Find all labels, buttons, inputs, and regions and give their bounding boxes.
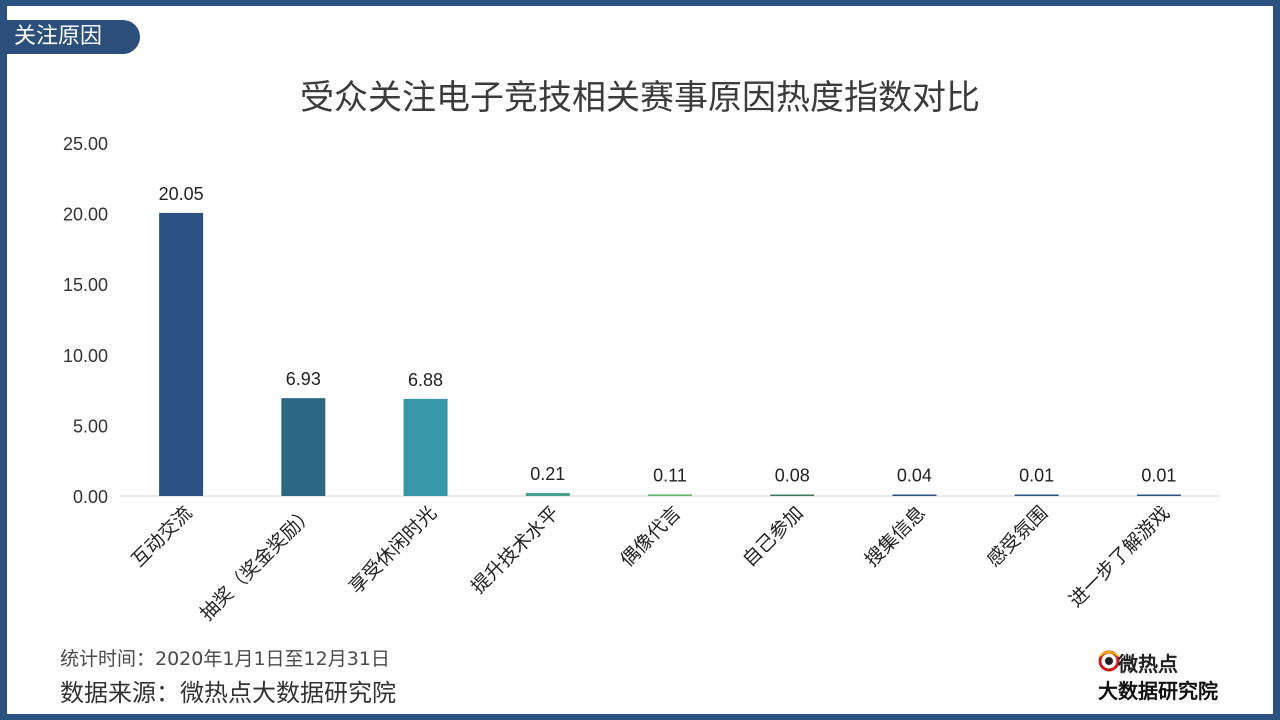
bar bbox=[648, 494, 692, 496]
stat-period-note: 统计时间：2020年1月1日至12月31日 bbox=[60, 648, 390, 670]
data-source: 数据来源：微热点大数据研究院 bbox=[60, 679, 396, 707]
slide-frame bbox=[7, 6, 1273, 714]
x-tick-label: 抽奖（奖金奖励） bbox=[196, 502, 319, 625]
bar bbox=[159, 212, 204, 497]
x-tick-label: 进一步了解游戏 bbox=[1065, 502, 1175, 612]
value-labels-group: 20.05 6.93 6.88 0.21 0.11 0.08 0.04 0.01 0.01 bbox=[159, 184, 1177, 486]
y-tick-label: 20.00 bbox=[63, 205, 108, 225]
value-label: 0.21 bbox=[530, 464, 565, 484]
value-label: 0.11 bbox=[653, 465, 687, 485]
bar bbox=[281, 398, 326, 496]
logo-text-top: 微热点 bbox=[1118, 652, 1178, 676]
bar bbox=[403, 398, 448, 496]
bars-group bbox=[159, 212, 1181, 497]
value-label: 6.88 bbox=[408, 370, 443, 390]
bar bbox=[1014, 494, 1059, 496]
logo: 微热点 大数据研究院 bbox=[1098, 648, 1238, 703]
value-label: 0.04 bbox=[897, 466, 932, 486]
y-tick-label: 25.00 bbox=[63, 134, 108, 154]
x-tick-label: 感受氛围 bbox=[983, 502, 1052, 571]
x-tick-label: 互动交流 bbox=[127, 502, 196, 571]
value-label: 0.01 bbox=[1141, 466, 1176, 486]
bar bbox=[525, 493, 570, 496]
chart-title: 受众关注电子竞技相关赛事原因热度指数对比 bbox=[300, 78, 980, 118]
y-tick-label: 15.00 bbox=[63, 275, 108, 295]
y-tick-label: 5.00 bbox=[73, 416, 108, 436]
x-tick-label: 自己参加 bbox=[738, 502, 807, 571]
bar bbox=[1136, 494, 1181, 496]
y-tick-label: 10.00 bbox=[63, 346, 108, 366]
value-label: 0.01 bbox=[1019, 466, 1054, 486]
x-tick-label: 偶像代言 bbox=[616, 502, 685, 571]
eye-swirl-icon bbox=[1098, 650, 1120, 672]
value-label: 20.05 bbox=[159, 184, 204, 204]
x-tick-label: 搜集信息 bbox=[861, 502, 930, 571]
y-tick-label: 0.00 bbox=[73, 487, 108, 507]
logo-text-bottom: 大数据研究院 bbox=[1098, 679, 1218, 703]
x-tick-label: 提升技术水平 bbox=[467, 502, 563, 598]
x-tick-label: 享受休闲时光 bbox=[345, 502, 441, 598]
x-tick-labels-group: 互动交流 抽奖（奖金奖励） 享受休闲时光 提升技术水平 偶像代言 自己参加 搜集信息 感受氛围… bbox=[127, 502, 1174, 625]
value-label: 0.08 bbox=[775, 466, 810, 486]
bar bbox=[892, 494, 937, 496]
bar bbox=[770, 494, 815, 496]
section-tag: 关注原因 bbox=[0, 20, 140, 54]
y-axis-ticks: 0.00 5.00 10.00 15.00 20.00 25.00 bbox=[63, 134, 108, 507]
value-label: 6.93 bbox=[286, 369, 321, 389]
